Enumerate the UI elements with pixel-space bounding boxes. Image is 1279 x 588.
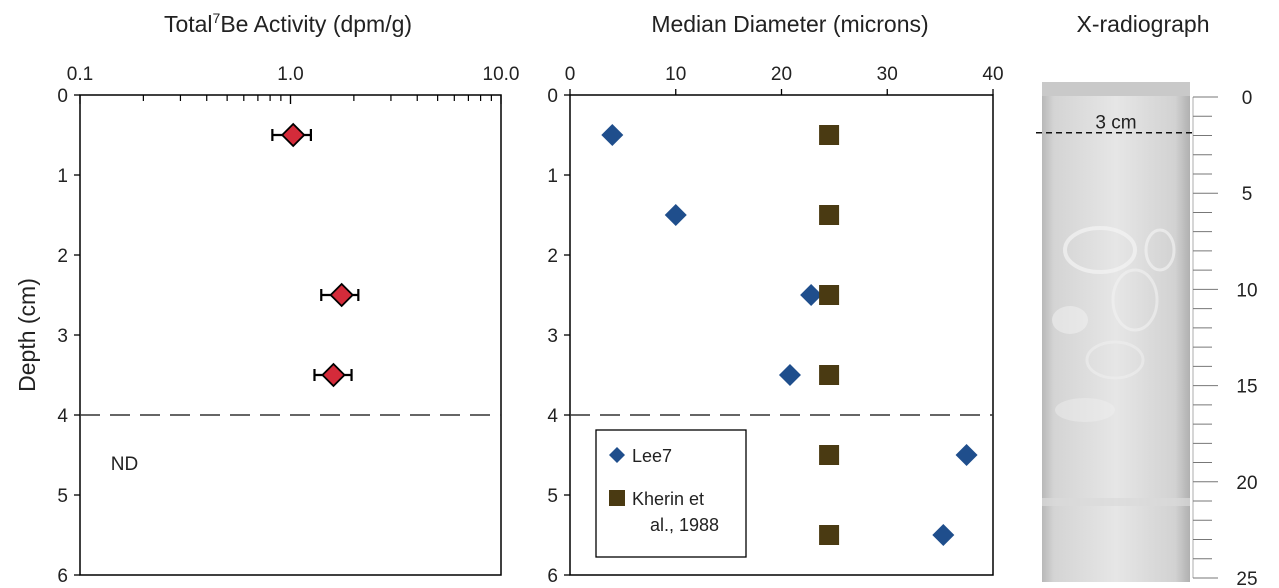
be7-point xyxy=(320,282,360,308)
scale-tick-label: 5 xyxy=(1242,184,1253,205)
diameter-data-points xyxy=(601,124,978,546)
diameter-legend: Lee7 Kherin et al., 1988 xyxy=(595,429,747,558)
be7-y-axis: 0 1 2 3 4 5 6 xyxy=(57,86,80,587)
legend-lee7-marker xyxy=(609,447,625,463)
diameter-x-tick-label: 40 xyxy=(982,64,1003,85)
be7-marker xyxy=(321,362,346,388)
diameter-x-axis: 0 10 20 30 40 xyxy=(565,64,1004,95)
diameter-y-tick-label: 1 xyxy=(547,166,558,187)
diameter-y-tick-label: 0 xyxy=(547,86,558,107)
be7-y-tick-label: 2 xyxy=(57,246,68,267)
be7-x-tick-label: 10.0 xyxy=(483,64,520,85)
diameter-chart-title: Median Diameter (microns) xyxy=(651,11,928,37)
xradiograph-core-image xyxy=(1042,82,1190,582)
be7-marker xyxy=(329,282,354,308)
be7-x-axis: 0.1 1.0 10.0 xyxy=(67,64,520,104)
diameter-y-tick-label: 2 xyxy=(547,246,558,267)
lee7-marker xyxy=(664,204,687,226)
be7-activity-chart: Total7Be Activity (dpm/g) Depth (cm) 0.1… xyxy=(14,10,519,587)
legend-kherin-marker xyxy=(609,490,625,506)
lee7-marker xyxy=(932,524,955,546)
kherin-marker xyxy=(819,285,840,305)
lee7-marker xyxy=(601,124,624,146)
diameter-x-tick-label: 10 xyxy=(665,64,686,85)
kherin-marker xyxy=(819,525,840,545)
kherin-marker xyxy=(819,365,840,385)
legend-lee7-label: Lee7 xyxy=(632,446,672,466)
be7-plot-frame xyxy=(79,94,502,576)
scale-tick-label: 15 xyxy=(1236,377,1257,398)
scale-tick-label: 10 xyxy=(1236,280,1257,301)
lee7-marker xyxy=(778,364,801,386)
be7-y-tick-label: 6 xyxy=(57,566,68,587)
x-radiograph-panel: X-radiograph 3 cm 0 5 10 15 20 25 xyxy=(1036,11,1258,588)
be7-y-tick-label: 1 xyxy=(57,166,68,187)
xradiograph-depth-scale: 0 5 10 15 20 25 xyxy=(1192,88,1258,588)
diameter-x-tick-label: 0 xyxy=(565,64,576,85)
be7-data-points xyxy=(271,122,360,388)
be7-x-tick-label: 1.0 xyxy=(277,64,303,85)
scale-tick-label: 25 xyxy=(1236,569,1257,588)
diameter-y-tick-label: 3 xyxy=(547,326,558,347)
lee7-marker xyxy=(955,444,978,466)
be7-y-tick-label: 4 xyxy=(57,406,68,427)
median-diameter-chart: Median Diameter (microns) 0 10 20 30 40 0 1 2 3… xyxy=(547,11,1003,587)
kherin-marker xyxy=(819,125,840,145)
be7-point xyxy=(271,122,312,148)
be7-y-tick-label: 5 xyxy=(57,486,68,507)
nd-annotation: ND xyxy=(111,454,138,475)
be7-point xyxy=(313,362,353,388)
diameter-y-tick-label: 4 xyxy=(547,406,558,427)
be7-x-tick-label: 0.1 xyxy=(67,64,93,85)
lee7-marker xyxy=(800,284,823,306)
diameter-y-axis: 0 1 2 3 4 5 6 xyxy=(547,86,570,587)
legend-kherin-label: Kherin et al., 1988 xyxy=(632,489,719,535)
xradiograph-title: X-radiograph xyxy=(1077,11,1210,37)
be7-y-tick-label: 3 xyxy=(57,326,68,347)
diameter-y-tick-label: 6 xyxy=(547,566,558,587)
diameter-x-tick-label: 30 xyxy=(877,64,898,85)
scale-tick-label: 0 xyxy=(1242,88,1253,109)
scale-tick-label: 20 xyxy=(1236,473,1257,494)
diameter-x-tick-label: 20 xyxy=(771,64,792,85)
diameter-y-tick-label: 5 xyxy=(547,486,558,507)
be7-chart-title: Total7Be Activity (dpm/g) xyxy=(164,10,412,37)
depth-axis-title: Depth (cm) xyxy=(14,278,40,392)
be7-marker xyxy=(280,122,306,148)
3cm-marker-label: 3 cm xyxy=(1095,113,1136,134)
kherin-marker xyxy=(819,445,840,465)
be7-y-tick-label: 0 xyxy=(57,86,68,107)
kherin-marker xyxy=(819,205,840,225)
